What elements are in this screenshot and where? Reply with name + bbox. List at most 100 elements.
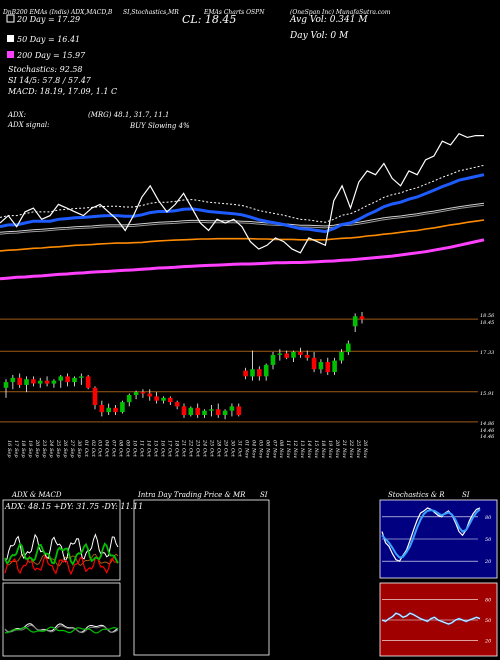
date-label: 08 Nov [278, 440, 284, 458]
si-level-label: 50 [485, 618, 492, 624]
date-label: 04 Nov [250, 440, 256, 458]
header-volume: Avg Vol: 0.341 M [289, 15, 368, 25]
ema50-swatch [7, 35, 14, 42]
header-topline-3: (OneSpan Inc) MunafaSutra.com [290, 9, 391, 16]
date-label: 28 Oct [215, 439, 221, 458]
date-label: 30 Oct [229, 440, 235, 458]
si-lines: 80 50 20 [381, 598, 492, 644]
header-si: SI 14/5: 57.8 / 57.47 [8, 76, 92, 85]
stoch-d-line [381, 508, 481, 559]
date-label: 13 Nov [299, 440, 305, 458]
ema-panel [0, 132, 485, 281]
candle-body [352, 316, 358, 327]
adx-macd-panel: ADX & MACD ADX: 48.15 +DY: 31.75 -DY: 11… [2, 491, 143, 657]
date-label: 05 Nov [257, 440, 263, 458]
ema50-line-lower [0, 204, 485, 235]
level-label: 18.45 [480, 320, 494, 326]
candle-body [79, 376, 84, 378]
candle-body [113, 407, 118, 413]
candle-body [270, 354, 276, 365]
ema200-swatch [7, 51, 14, 58]
candle-body [161, 397, 166, 401]
header-stochastics: Stochastics: 92.58 [8, 65, 83, 74]
candle-body [17, 377, 22, 385]
ema20-swatch [6, 14, 15, 23]
stoch-title: Stochastics & R [388, 491, 445, 499]
minus-dy-line [4, 555, 119, 576]
date-label: 27 Sep [69, 439, 75, 458]
candle-body [195, 407, 200, 415]
header-ema20: 20 Day = 17.29 [16, 15, 80, 24]
si-level-label: 20 [484, 638, 492, 644]
candle-body [120, 402, 125, 413]
header-day-vol: Day Vol: 0 M [289, 31, 349, 41]
header-ema200: 200 Day = 15.97 [16, 51, 86, 60]
candle-body [298, 352, 303, 355]
date-label: 07 Oct [111, 440, 117, 458]
candle-body [24, 379, 29, 385]
candle-body [65, 376, 70, 383]
candle-body [243, 370, 248, 377]
si-signal-line [381, 612, 481, 625]
stochastics-panel: Stochastics & R SI 80 50 20 80 50 20 [379, 491, 498, 657]
level-label: 17.33 [480, 350, 494, 356]
candle-body [304, 354, 310, 358]
ema200-line [0, 238, 485, 281]
date-label: 24 Oct [202, 439, 208, 458]
date-label: 08 Oct [118, 440, 124, 458]
macd-signal-line [4, 624, 119, 634]
adx-signal-label: ADX signal: [7, 121, 49, 129]
candle-body [31, 379, 36, 384]
date-label: 07 Nov [271, 440, 277, 458]
date-label: 02 Oct [90, 440, 96, 458]
date-label: 20 Sep [34, 439, 40, 458]
header-topline-0: DnB200 EMAs (Indis) ADX,MACD,B [2, 9, 113, 16]
level-label: 18.56 [480, 313, 495, 319]
buy-label: BUY Slowing 4% [129, 122, 190, 130]
date-label: 18 Sep [20, 440, 26, 458]
date-label: 24 Sep [48, 439, 54, 458]
stoch-title-si: SI [462, 491, 470, 499]
header-close: CL: 18.45 [182, 13, 236, 26]
date-label: 23 Oct [195, 439, 201, 458]
ema50-line [0, 202, 485, 233]
date-label: 04 Oct [104, 440, 110, 458]
date-label: 15 Oct [153, 440, 159, 458]
candle-body [346, 343, 351, 353]
candle-body [85, 376, 91, 388]
candle-body [236, 406, 242, 415]
candle-body [209, 409, 214, 411]
candle-body [99, 405, 105, 413]
date-label: 11 Nov [285, 440, 291, 458]
candle-body [222, 410, 228, 415]
level-label: 14.46 [480, 428, 495, 434]
candle-body [37, 380, 43, 384]
candle-body [229, 406, 235, 411]
candle-body [325, 362, 331, 373]
date-label: 16 Oct [160, 440, 166, 458]
candle-body [215, 409, 221, 415]
date-label: 20 Nov [334, 439, 340, 458]
header-macd: MACD: 18.19, 17.09, 1.1 C [7, 87, 117, 96]
candle-body [154, 396, 159, 401]
date-label: 19 Sep [27, 440, 33, 458]
candle-body [332, 360, 337, 372]
candle-body [359, 316, 365, 320]
date-label: 17 Sep [13, 440, 19, 458]
adx-label: ADX: [7, 111, 26, 119]
date-label: 26 Sep [62, 439, 68, 458]
adx-line [4, 533, 119, 563]
candle-body [188, 407, 194, 415]
candle-body [284, 353, 289, 358]
stoch-lines: 80 50 20 [381, 507, 492, 565]
header-topline-1: SI,Stochastics,MR [123, 9, 179, 16]
si-level-label: 80 [485, 598, 492, 604]
date-label: 18 Nov [320, 440, 326, 458]
candle-body [263, 364, 269, 377]
candle-body [277, 353, 283, 355]
candle-body [202, 410, 207, 415]
date-label: 14 Nov [306, 440, 312, 458]
candle-body [140, 392, 146, 394]
